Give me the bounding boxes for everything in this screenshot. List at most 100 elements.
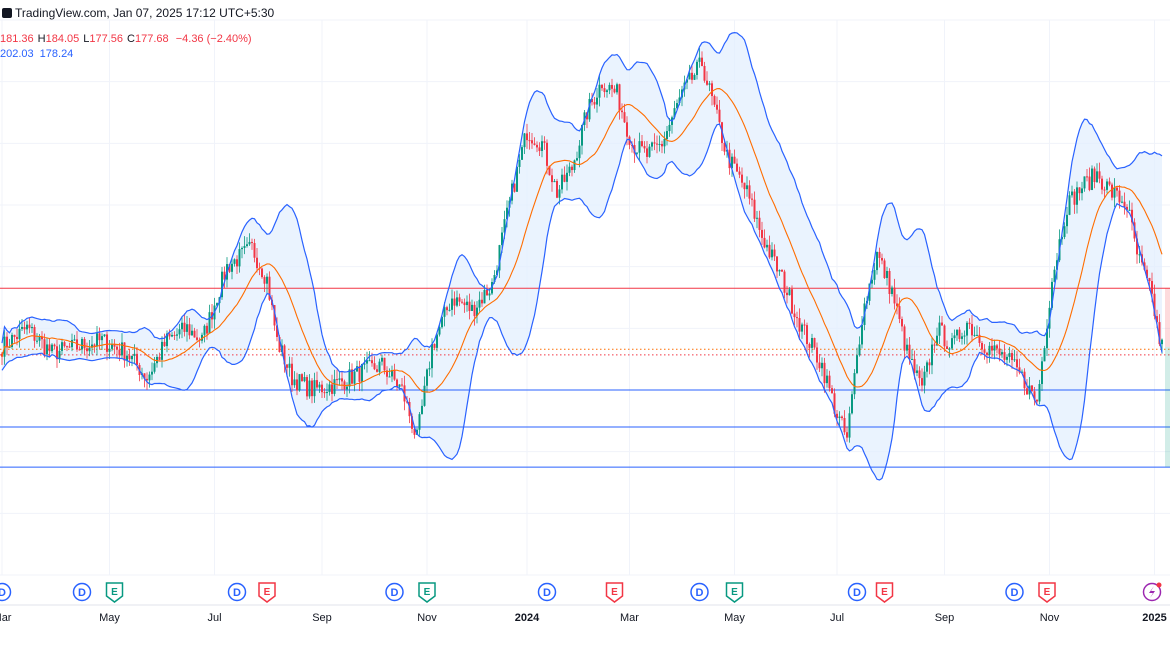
candle-body	[373, 363, 376, 370]
candle-body	[771, 249, 773, 258]
candle-body	[921, 378, 923, 386]
dividend-icon	[72, 582, 92, 602]
dividend-marker[interactable]: D	[72, 582, 92, 602]
candle-body	[786, 292, 788, 296]
candle-body	[411, 416, 413, 429]
candle-body	[228, 264, 231, 272]
candle-body	[183, 322, 186, 332]
candle-body	[298, 374, 301, 391]
dividend-marker[interactable]: D	[385, 582, 404, 602]
candle-body	[456, 297, 458, 306]
earnings-marker[interactable]: E	[875, 582, 894, 603]
candle-body	[323, 392, 326, 394]
candle-body	[413, 428, 416, 435]
candle-body	[1156, 316, 1158, 323]
dividend-marker[interactable]: D	[847, 582, 867, 602]
candle-body	[891, 287, 893, 294]
earnings-icon-glyph: E	[111, 587, 118, 598]
candle-body	[526, 133, 528, 141]
candle-body	[571, 166, 573, 171]
candle-body	[223, 271, 226, 280]
candle-body	[166, 333, 168, 347]
earnings-marker[interactable]: E	[258, 582, 276, 603]
candle-body	[158, 356, 161, 360]
candle-body	[151, 371, 153, 375]
sma-basis-line	[1, 88, 1163, 393]
candle-body	[68, 346, 71, 348]
candle-body	[326, 392, 328, 394]
candle-body	[808, 344, 811, 348]
candle-body	[993, 345, 996, 351]
candle-body	[466, 301, 468, 306]
earnings-marker[interactable]: E	[105, 582, 124, 603]
earnings-marker[interactable]: E	[1038, 582, 1056, 603]
dividend-icon	[690, 582, 709, 602]
dividend-marker[interactable]: D	[1005, 582, 1024, 602]
take-profit-zone[interactable]	[1165, 346, 1170, 468]
candle-body	[111, 344, 113, 349]
candle-body	[713, 96, 716, 105]
candle-body	[1108, 181, 1111, 185]
candle-body	[171, 334, 173, 337]
candle-body	[333, 379, 336, 394]
stop-loss-zone[interactable]	[1165, 288, 1170, 347]
candle-body	[541, 141, 543, 151]
candle-body	[146, 378, 148, 381]
candle-body	[1051, 281, 1053, 308]
candle-body	[601, 84, 603, 89]
x-tick-label: Sep	[312, 612, 332, 624]
candle-body	[101, 336, 103, 341]
candle-body	[116, 346, 118, 350]
candle-body	[23, 326, 26, 330]
candle-body	[383, 357, 386, 371]
candle-body	[458, 297, 461, 302]
candle-body	[618, 84, 621, 111]
earnings-icon	[725, 582, 744, 603]
candle-body	[216, 303, 218, 306]
candle-body	[966, 322, 968, 336]
candle-body	[286, 364, 288, 368]
candle-body	[478, 299, 481, 308]
candle-body	[856, 355, 858, 374]
candle-body	[306, 377, 308, 397]
candle-body	[851, 394, 853, 414]
earnings-marker[interactable]: E	[605, 582, 624, 603]
candle-body	[331, 384, 333, 394]
candle-body	[168, 333, 171, 337]
dividend-marker[interactable]: D	[537, 582, 557, 602]
candle-body	[473, 304, 476, 317]
candle-body	[561, 174, 563, 190]
candle-body	[611, 84, 613, 89]
dividend-marker[interactable]: D	[690, 582, 709, 602]
candle-body	[363, 363, 366, 365]
dividend-icon	[385, 582, 404, 602]
ohlc-legend: 181.36 H184.05 L177.56 C177.68 −4.36 (−2.40…	[0, 33, 256, 45]
candle-body	[651, 142, 653, 147]
earnings-marker[interactable]: E	[725, 582, 744, 603]
dividend-icon	[1005, 582, 1024, 602]
candle-body	[661, 143, 663, 147]
candle-body	[401, 384, 403, 386]
candle-body	[743, 182, 746, 190]
candle-body	[1026, 388, 1028, 395]
candle-body	[88, 347, 91, 352]
earnings-marker[interactable]: E	[418, 582, 436, 603]
candle-body	[1083, 176, 1086, 189]
candle-body	[56, 346, 58, 360]
candle-body	[488, 293, 491, 296]
dividend-marker[interactable]: D	[0, 582, 12, 602]
split-marker[interactable]	[1142, 582, 1162, 602]
candle-body	[673, 108, 676, 118]
candle-body	[16, 336, 18, 340]
candle-body	[381, 357, 383, 362]
dividend-marker[interactable]: D	[227, 582, 247, 602]
candle-body	[933, 344, 936, 346]
candle-body	[953, 335, 956, 339]
candle-body	[371, 360, 373, 364]
candle-body	[756, 217, 758, 219]
candle-body	[623, 112, 626, 123]
candle-body	[1123, 201, 1126, 207]
